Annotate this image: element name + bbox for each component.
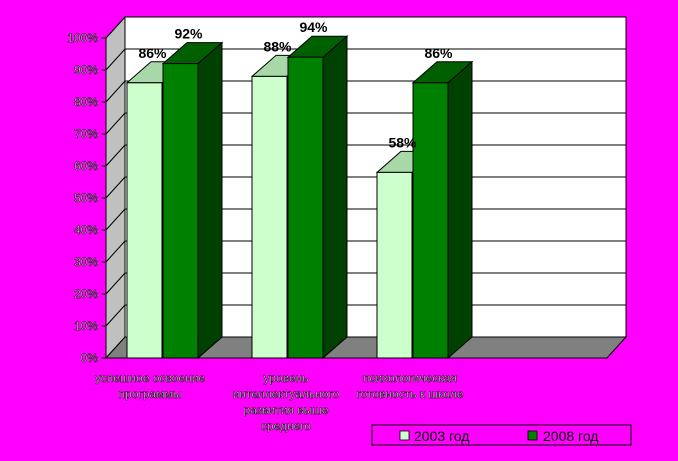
x-axis-label: уровень интеллектуального развития выше сре… [233,371,340,433]
legend-swatch-2008 [527,430,538,441]
x-axis-label-line: среднего [261,419,312,433]
y-tick-label: 30% [74,255,98,269]
data-label: 86% [138,45,167,61]
bar [251,75,288,359]
y-tick-label: 80% [74,95,98,109]
bar [162,63,199,359]
bar [376,171,413,359]
y-tick-label: 40% [74,223,98,237]
y-tick-label: 60% [74,159,98,173]
x-axis-label-line: уровень [263,371,308,385]
x-axis-label-line: развития выше [243,403,328,417]
gridline-side [105,272,126,295]
legend-label-2003: 2003 год [414,428,469,444]
x-axis-label-line: готовность к школе [357,387,464,401]
legend-box [371,424,632,446]
bar [126,82,163,359]
data-label: 92% [174,26,203,42]
data-label: 88% [263,38,292,54]
gridline-side [105,16,126,39]
data-label: 58% [388,134,417,150]
y-tick-label: 50% [74,191,98,205]
gridline-side [105,80,126,103]
y-tick-label: 0% [81,351,99,365]
x-axis-label: психологическая готовность к школе [357,371,464,401]
x-axis-labels: успешное освоение программы уровень интелле… [95,371,464,434]
gridline-side [105,240,126,263]
gridline-side [105,112,126,135]
y-axis-ticks: 0% 10% 20% 30% 40% 50% 60% 70% 80% 90% 100% [67,31,107,365]
x-axis-label-line: успешное освоение [95,371,206,385]
x-axis-label: успешное освоение программы [95,371,206,401]
legend: 2003 год 2008 год [371,424,632,446]
gridline-side [105,176,126,199]
gridline-side [105,144,126,167]
gridline-side [105,208,126,231]
data-label: 86% [424,45,453,61]
bar-side [322,35,348,360]
gridline-side [105,304,126,327]
x-axis-label-line: программы [119,387,182,401]
data-label: 94% [299,19,328,35]
bar-side [447,60,473,360]
bar [287,56,324,359]
bar [412,82,449,359]
y-tick-label: 70% [74,127,98,141]
legend-label-2008: 2008 год [543,428,598,444]
bar-side [197,41,223,360]
data-labels: 86% 92% 88% 94% 58% 86% [138,19,453,150]
legend-swatch-2003 [399,430,410,441]
y-tick-label: 90% [74,63,98,77]
x-axis-label-line: интеллектуального [233,387,340,401]
gridline-side [105,48,126,71]
x-axis-label-line: психологическая [363,371,457,385]
y-tick-label: 100% [67,31,98,45]
bars [125,35,474,360]
y-tick-label: 10% [74,319,98,333]
y-tick-label: 20% [74,287,98,301]
